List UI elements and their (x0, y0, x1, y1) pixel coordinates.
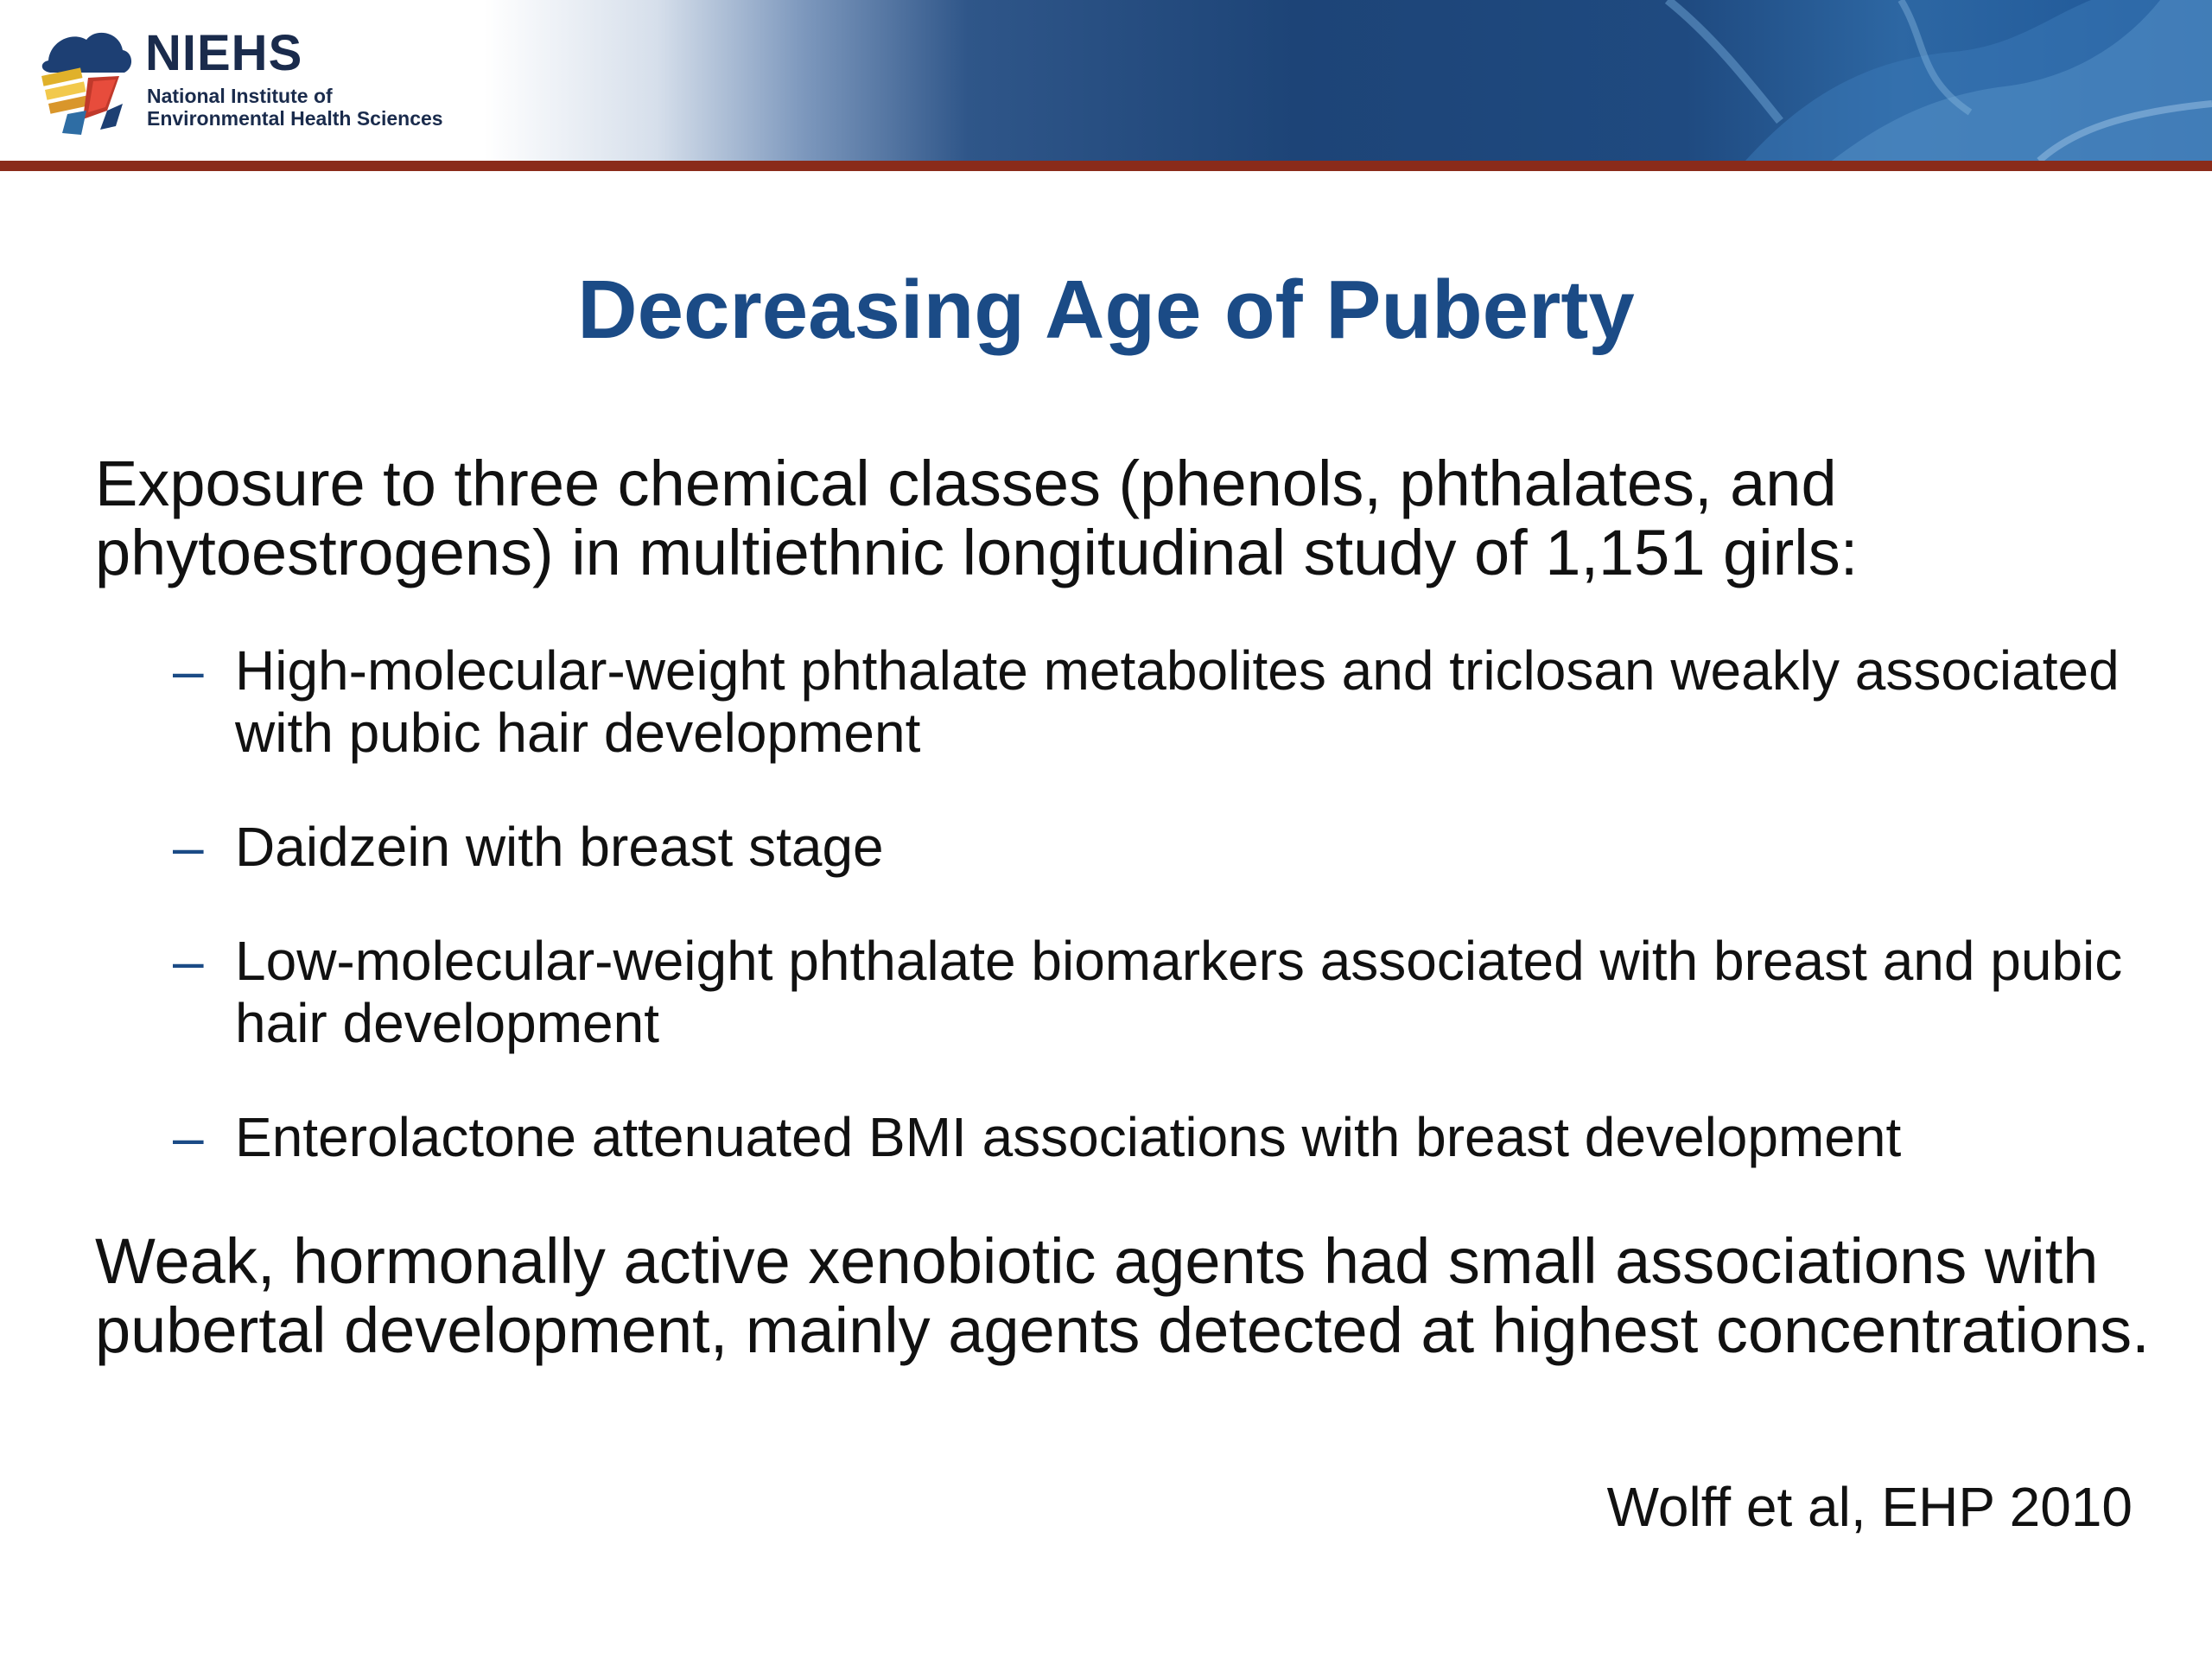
intro-paragraph: Exposure to three chemical classes (phen… (95, 448, 1859, 588)
header-rule (0, 161, 2212, 171)
bullet-dash: – (173, 1106, 204, 1168)
header-banner: NIEHS National Institute of Environmenta… (0, 0, 2212, 161)
list-item: – Low-molecular-weight phthalate biomark… (173, 930, 2160, 1054)
logo-name-line2: Environmental Health Sciences (147, 107, 443, 130)
bullet-text: Daidzein with breast stage (235, 816, 884, 878)
bullet-dash: – (173, 639, 204, 702)
niehs-logo-mark-icon (41, 32, 132, 135)
citation: Wolff et al, EHP 2010 (1606, 1476, 2133, 1538)
list-item: – Daidzein with breast stage (173, 816, 2160, 878)
bullet-dash: – (173, 816, 204, 878)
conclusion-paragraph: Weak, hormonally active xenobiotic agent… (95, 1225, 2150, 1366)
list-item: – High-molecular-weight phthalate metabo… (173, 639, 2160, 764)
slide-title: Decreasing Age of Puberty (577, 264, 1635, 356)
bullet-dash: – (173, 930, 204, 992)
list-item: – Enterolactone attenuated BMI associati… (173, 1106, 2160, 1168)
bullet-text: High-molecular-weight phthalate metaboli… (235, 639, 2120, 764)
bullet-text: Low-molecular-weight phthalate biomarker… (235, 930, 2123, 1054)
bullet-list: – High-molecular-weight phthalate metabo… (173, 639, 2160, 1220)
logo-name-line1: National Institute of (147, 85, 333, 107)
banner-wave-graphic (1664, 0, 2212, 161)
logo-acronym: NIEHS (145, 25, 303, 81)
niehs-logo[interactable]: NIEHS National Institute of Environmenta… (33, 24, 499, 145)
bullet-text: Enterolactone attenuated BMI association… (235, 1106, 1902, 1168)
